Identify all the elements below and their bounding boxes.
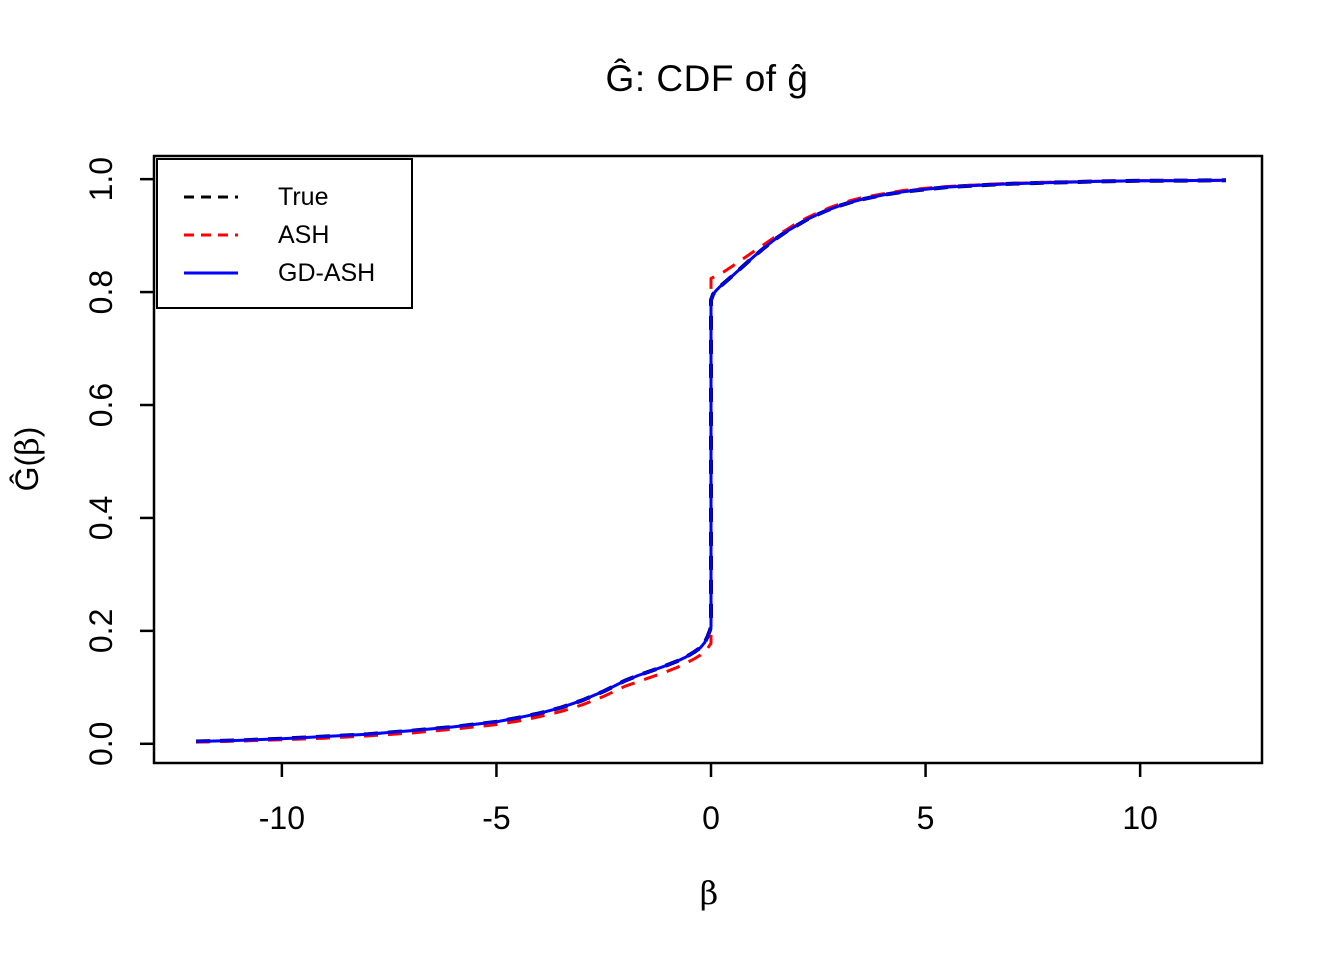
y-tick-label: 0.8	[83, 270, 119, 314]
y-tick-label: 0.6	[83, 383, 119, 427]
legend-label-gdash: GD-ASH	[278, 258, 376, 287]
legend-line-sample-gdash	[184, 271, 238, 275]
y-axis-label: Ĝ(β)	[8, 427, 46, 492]
legend-item-ash: ASH	[158, 216, 411, 254]
legend-label-ash: ASH	[278, 220, 330, 249]
x-axis-label: β	[700, 874, 719, 912]
legend-label-true: True	[278, 182, 329, 211]
y-tick-label: 0.2	[83, 609, 119, 653]
y-axis-label-suffix: )	[9, 426, 45, 438]
x-tick-label: -10	[259, 800, 305, 836]
y-tick-label: 0.0	[83, 722, 119, 766]
y-axis-label-symbol: β	[8, 437, 46, 456]
curve-gd-ash	[196, 178, 1227, 743]
x-tick-label: -5	[482, 800, 510, 836]
x-axis-label-symbol: β	[699, 874, 719, 912]
x-tick-label: 0	[702, 800, 720, 836]
y-tick-label: 1.0	[83, 157, 119, 201]
legend-line-sample-ash	[184, 233, 238, 237]
y-axis-label-prefix: Ĝ(	[9, 455, 45, 492]
legend-line-sample-true	[184, 195, 238, 199]
legend: True ASH GD-ASH	[156, 158, 413, 309]
x-tick-label: 5	[917, 800, 935, 836]
x-tick-label: 10	[1122, 800, 1158, 836]
y-tick-label: 0.4	[83, 496, 119, 540]
chart-title: Ĝ: CDF of ĝ	[605, 58, 809, 99]
plot-box	[152, 154, 1264, 765]
legend-item-true: True	[158, 178, 411, 216]
legend-item-gdash: GD-ASH	[158, 254, 411, 292]
